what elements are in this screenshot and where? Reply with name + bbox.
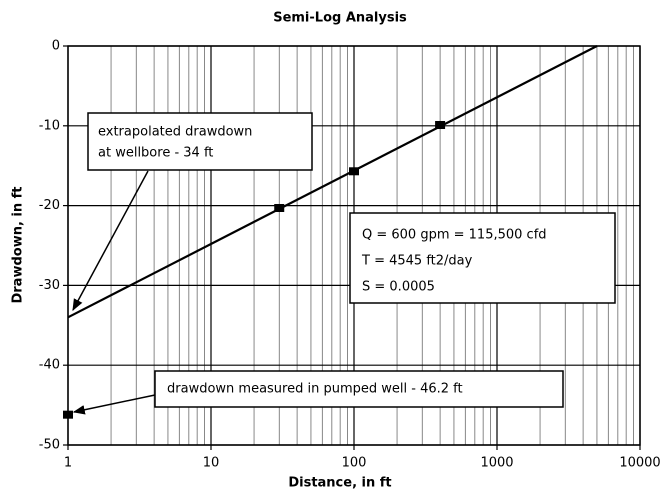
x-tick-label: 10000 [619, 456, 660, 471]
x-tick-label: 1 [64, 456, 72, 471]
x-axis-label: Distance, in ft [288, 476, 391, 491]
plot-frame [67, 45, 641, 446]
annotation-text: S = 0.0005 [362, 280, 435, 295]
annotation-box [154, 370, 564, 408]
y-tick-label: -10 [39, 118, 60, 133]
y-tick-label: -20 [39, 198, 60, 213]
annotation-text: Q = 600 gpm = 115,500 cfd [362, 228, 547, 243]
data-point [274, 203, 285, 212]
y-tick-label: -50 [39, 438, 60, 453]
y-tick-label: -30 [39, 278, 60, 293]
annotation-box [87, 112, 313, 171]
x-tick-label: 10 [203, 456, 220, 471]
arrow [72, 170, 149, 312]
annotation-text: at wellbore - 34 ft [98, 146, 213, 161]
trend-line [67, 45, 598, 319]
annotation-text: drawdown measured in pumped well - 46.2 … [167, 382, 463, 397]
data-point [349, 167, 359, 176]
x-tick-label: 1000 [480, 456, 513, 471]
y-axis-label: Drawdown, in ft [11, 186, 26, 303]
annotation-text: extrapolated drawdown [98, 125, 252, 140]
chart-title: Semi-Log Analysis [273, 11, 407, 26]
data-point [435, 121, 446, 130]
y-tick-label: -40 [39, 358, 60, 373]
annotation-text: T = 4545 ft2/day [361, 254, 473, 269]
x-tick-label: 100 [342, 456, 367, 471]
annotation-box [349, 212, 616, 304]
y-tick-label: 0 [52, 39, 60, 54]
arrow [72, 394, 156, 415]
